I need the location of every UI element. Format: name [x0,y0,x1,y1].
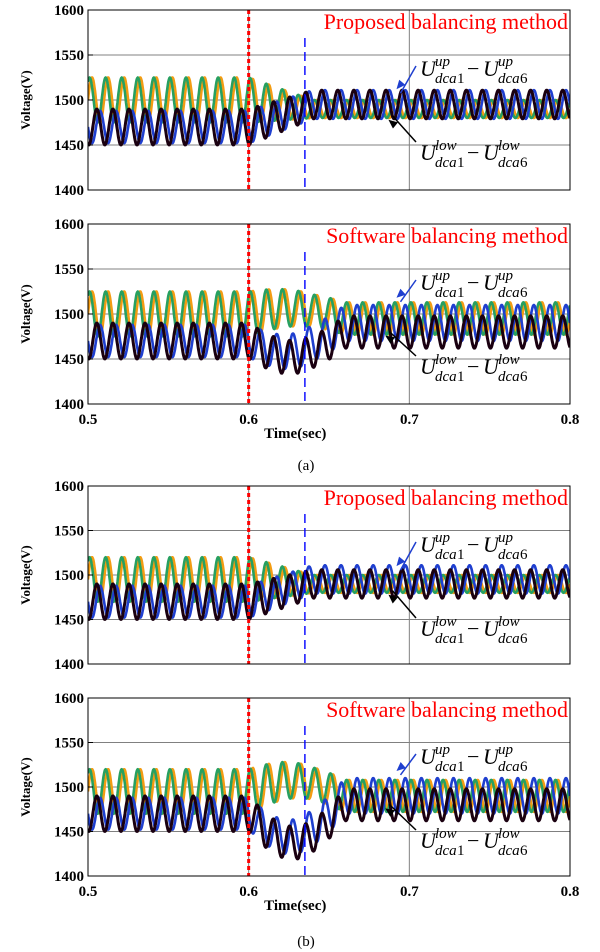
plot-b2: 1400 1450 1500 1550 1600 0.5 0.6 0.7 0.8 Time(sec… [18,691,579,914]
label-lower-arm: Ulow dca1− Ulow dca6 [420,352,528,385]
chart-title: Software balancing method [326,223,568,248]
y-tick-label: 1500 [54,780,84,796]
arrow-lower-arm [391,115,417,143]
y-axis-label: Voltage(V) [18,70,33,129]
caption-b: (b) [297,934,315,950]
series-line-4 [88,787,570,861]
y-tick-label: 1550 [54,736,84,752]
series-line-2 [88,287,570,338]
label-upper-arm: Uup dca1− Uup dca6 [420,54,528,87]
y-tick-label: 1450 [54,352,84,368]
waveforms [88,555,570,621]
caption-a: (a) [298,458,315,474]
plot-b1: 1400 1450 1500 1550 1600 Voltage(V) Proposed b… [18,479,571,673]
x-tick-label: 0.5 [79,884,98,900]
y-tick-label: 1550 [54,48,84,64]
arrow-head [385,335,395,344]
y-tick-label: 1450 [54,138,84,154]
chart-title: Software balancing method [326,697,568,722]
x-tick-label: 0.7 [400,884,419,900]
arrow-head [396,762,406,771]
series-line-4 [88,314,570,375]
series-line-4 [88,88,570,147]
arrow-head [388,594,398,604]
x-tick-label: 0.8 [561,884,580,900]
y-tick-label: 1600 [54,217,84,233]
y-axis-label: Voltage(V) [18,545,33,604]
y-tick-label: 1550 [54,262,84,278]
plot-a1: 1400 1450 1500 1550 1600 Voltage(V) Proposed b… [18,3,571,199]
x-tick-label: 0.5 [79,412,98,428]
arrow-head [388,119,398,129]
y-tick-label: 1500 [54,568,84,584]
label-upper-arm: Uup dca1− Uup dca6 [420,742,528,775]
series-line-3 [88,303,570,371]
y-axis-label: Voltage(V) [18,284,33,343]
y-tick-label: 1400 [54,397,84,413]
arrow-head [385,808,395,817]
label-lower-arm: Ulow dca1− Ulow dca6 [420,138,528,171]
arrow-upper-arm [399,65,417,94]
y-tick-label: 1400 [54,657,84,673]
x-tick-label: 0.6 [239,884,258,900]
x-tick-label: 0.7 [400,412,419,428]
y-tick-label: 1600 [54,479,84,495]
x-tick-label: 0.8 [561,412,580,428]
label-lower-arm: Ulow dca1− Ulow dca6 [420,614,528,647]
y-tick-label: 1400 [54,869,84,885]
series-line-3 [88,776,570,855]
chart-title: Proposed balancing method [324,485,568,510]
waveforms [88,760,570,861]
label-upper-arm: Uup dca1− Uup dca6 [420,530,528,563]
arrow-head [396,288,406,298]
x-axis-label: Time(sec) [264,898,326,914]
arrow-upper-arm [399,541,417,571]
series-line-3 [88,564,570,619]
label-lower-arm: Ulow dca1− Ulow dca6 [420,826,528,859]
y-tick-label: 1500 [54,307,84,323]
arrow-upper-arm [399,279,417,303]
chart-title: Proposed balancing method [324,9,568,34]
x-tick-label: 0.6 [239,412,258,428]
series-line-3 [88,88,570,145]
waveforms [88,76,570,147]
plot-a2: 1400 1450 1500 1550 1600 0.5 0.6 0.7 0.8 Time(sec… [18,217,579,442]
label-upper-arm: Uup dca1− Uup dca6 [420,268,528,301]
y-tick-label: 1550 [54,524,84,540]
y-tick-label: 1600 [54,3,84,19]
arrow-lower-arm [388,803,417,831]
series-line-4 [88,568,570,621]
arrow-head [396,79,406,90]
y-tick-label: 1600 [54,691,84,707]
x-axis-label: Time(sec) [264,426,326,442]
arrow-upper-arm [399,753,417,776]
y-tick-label: 1450 [54,613,84,629]
y-tick-label: 1400 [54,183,84,199]
arrow-lower-arm [388,331,417,357]
y-tick-label: 1500 [54,93,84,109]
y-axis-label: Voltage(V) [18,757,33,816]
series-line-2 [88,760,570,815]
waveforms [88,287,570,375]
arrow-head [396,556,406,567]
arrow-lower-arm [391,590,417,619]
y-tick-label: 1450 [54,825,84,841]
